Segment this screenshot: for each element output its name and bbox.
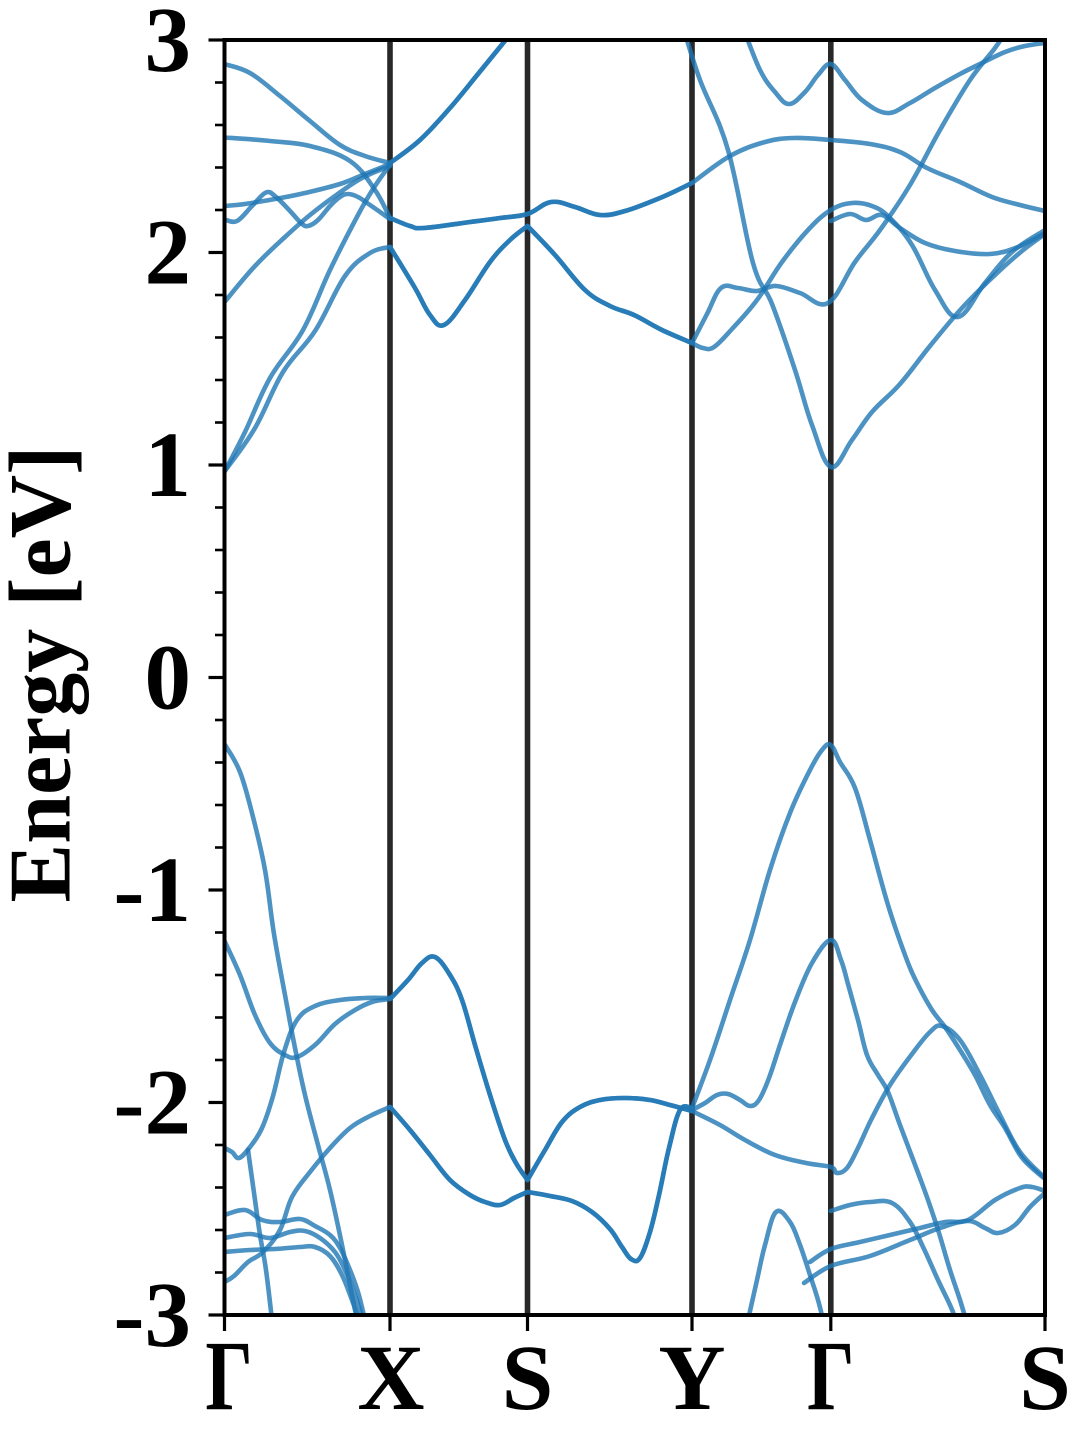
svg-text:Energy [eV]: Energy [eV] (0, 446, 90, 903)
svg-text:0: 0 (145, 627, 192, 730)
svg-text:-3: -3 (114, 1264, 191, 1367)
svg-text:-1: -1 (114, 839, 191, 942)
svg-text:1: 1 (145, 414, 192, 517)
svg-text:Y: Y (658, 1327, 725, 1430)
svg-text:S: S (1019, 1327, 1071, 1430)
svg-text:Γ: Γ (205, 1322, 252, 1432)
svg-text:X: X (357, 1327, 424, 1430)
svg-text:3: 3 (145, 0, 192, 92)
svg-text:Γ: Γ (807, 1322, 854, 1432)
svg-text:S: S (502, 1327, 554, 1430)
svg-text:-2: -2 (114, 1052, 191, 1155)
svg-text:2: 2 (145, 202, 192, 305)
